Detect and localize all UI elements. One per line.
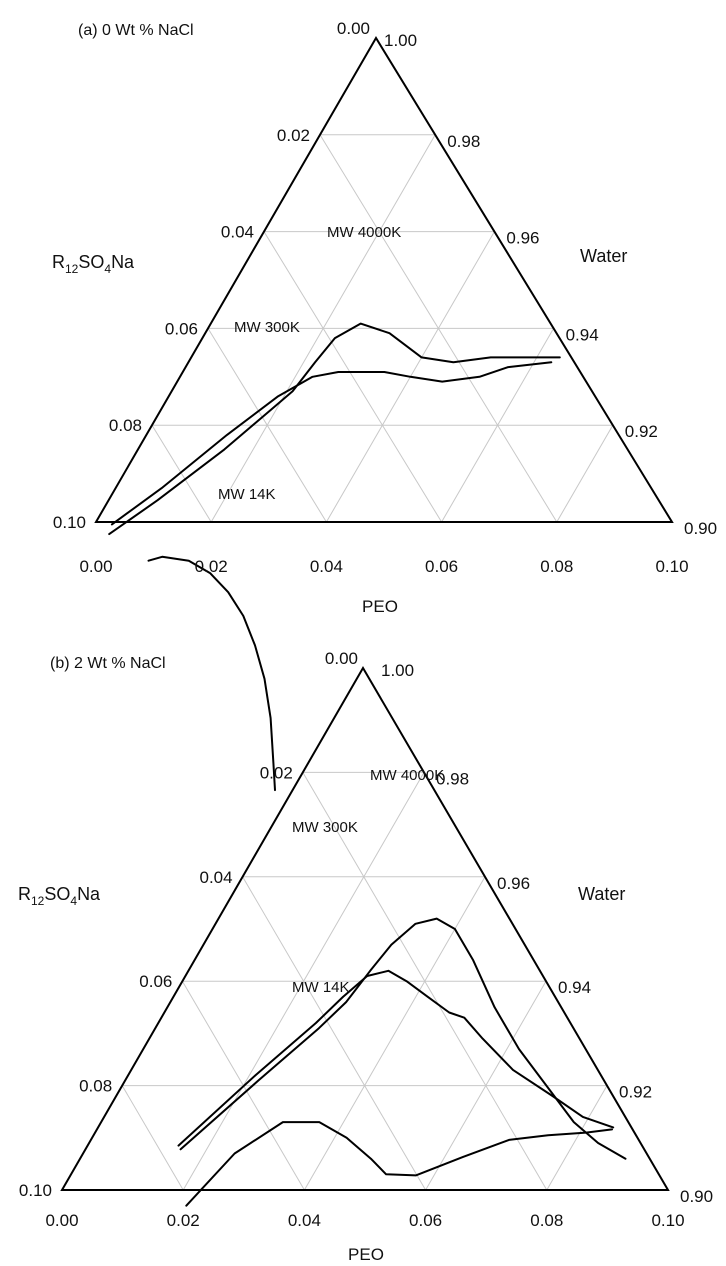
surfactant-label-sub2: 4: [104, 262, 111, 276]
tick-label-peo: 0.06: [409, 1211, 442, 1230]
surfactant-label-tail: Na: [111, 252, 135, 272]
grid-line-peo: [556, 424, 614, 523]
grid-lines: [121, 771, 608, 1191]
tick-label-surfactant: 0.10: [53, 513, 86, 532]
apex-label-water: 1.00: [384, 31, 417, 50]
tick-label-water: 0.90: [680, 1187, 713, 1206]
ternary-panel-a: MW 4000K MW 300K MW 14K (a) 0 Wt % NaCl 0.00…: [52, 19, 717, 792]
surfactant-label-main: R: [52, 252, 65, 272]
tick-label-peo: 0.08: [540, 557, 573, 576]
tick-label-water: 0.92: [619, 1083, 652, 1102]
axis-label-surfactant: R12SO4Na: [52, 252, 135, 276]
surfactant-label-sub2: 4: [70, 894, 77, 908]
tick-label-water: 0.98: [436, 769, 469, 788]
tick-label-water: 0.92: [625, 422, 658, 441]
curve-label: MW 4000K: [370, 767, 444, 784]
tick-label-peo: 0.10: [655, 557, 688, 576]
tick-label-surfactant: 0.04: [200, 868, 233, 887]
tick-label-peo: 0.00: [79, 557, 112, 576]
tick-label-surfactant: 0.02: [260, 763, 293, 782]
axis-label-water: Water: [580, 246, 627, 266]
axis-label-peo: PEO: [362, 597, 398, 616]
triangle-frame: [60, 666, 670, 1191]
panel-title: (a) 0 Wt % NaCl: [78, 22, 194, 39]
grid-line-peo: [303, 876, 486, 1191]
tick-label-water: 0.96: [497, 874, 530, 893]
tick-label-water: 0.90: [684, 519, 717, 538]
tick-label-peo: 0.06: [425, 557, 458, 576]
apex-label-surfactant: 0.00: [325, 649, 358, 668]
binodal-curve-mw-300k: [177, 969, 615, 1147]
apex-label-water: 1.00: [381, 661, 414, 680]
curve-label: MW 4000K: [327, 224, 401, 241]
grid-line-surfactant: [121, 1085, 184, 1191]
grid-line-peo: [546, 1085, 608, 1191]
curve-label: MW 300K: [292, 819, 358, 836]
triangle-frame: [94, 36, 674, 523]
curve-label: MW 14K: [218, 486, 276, 503]
surfactant-label-main: R: [18, 884, 31, 904]
tick-label-water: 0.98: [447, 132, 480, 151]
panel-title: (b) 2 Wt % NaCl: [50, 655, 166, 672]
curve-label: MW 300K: [234, 319, 300, 336]
apex-label-surfactant: 0.00: [337, 19, 370, 38]
grid-line-surfactant: [263, 231, 443, 523]
surfactant-label-sub1: 12: [31, 894, 45, 908]
grid-line-surfactant: [242, 876, 427, 1191]
tick-label-surfactant: 0.10: [19, 1181, 52, 1200]
axis-label-peo: PEO: [348, 1245, 384, 1264]
tick-label-surfactant: 0.08: [109, 416, 142, 435]
tick-label-peo: 0.10: [651, 1211, 684, 1230]
axis-label-water: Water: [578, 884, 625, 904]
tick-label-surfactant: 0.06: [139, 972, 172, 991]
binodal-curve-mw-300k: [110, 361, 553, 526]
surfactant-label-tail: Na: [77, 884, 101, 904]
grid-lines: [151, 134, 614, 523]
ternary-panel-b: MW 4000K MW 300K MW 14K (b) 2 Wt % NaCl 0.00…: [18, 649, 713, 1264]
tick-label-peo: 0.02: [167, 1211, 200, 1230]
tick-label-water: 0.94: [566, 325, 599, 344]
tick-label-surfactant: 0.06: [165, 319, 198, 338]
tick-label-surfactant: 0.02: [277, 126, 310, 145]
tick-label-peo: 0.00: [45, 1211, 78, 1230]
tick-label-peo: 0.04: [310, 557, 343, 576]
binodal-curve-mw-14k: [147, 555, 276, 792]
surfactant-label-sub1: 12: [65, 262, 79, 276]
axis-label-surfactant: R12SO4Na: [18, 884, 101, 908]
tick-label-peo: 0.08: [530, 1211, 563, 1230]
binodal-curve-mw-4000k: [179, 917, 627, 1160]
tick-label-surfactant: 0.08: [79, 1077, 112, 1096]
surfactant-label-mid: SO: [78, 252, 104, 272]
binodal-curve-mw-4000k: [108, 322, 561, 536]
tick-label-surfactant: 0.04: [221, 223, 254, 242]
grid-line-surfactant: [151, 424, 212, 523]
binodal-curve-mw-14k: [185, 1121, 613, 1207]
tick-label-peo: 0.04: [288, 1211, 321, 1230]
tick-label-water: 0.96: [506, 229, 539, 248]
tick-label-peo: 0.02: [195, 557, 228, 576]
curve-label: MW 14K: [292, 979, 350, 996]
surfactant-label-mid: SO: [44, 884, 70, 904]
tick-label-water: 0.94: [558, 978, 591, 997]
